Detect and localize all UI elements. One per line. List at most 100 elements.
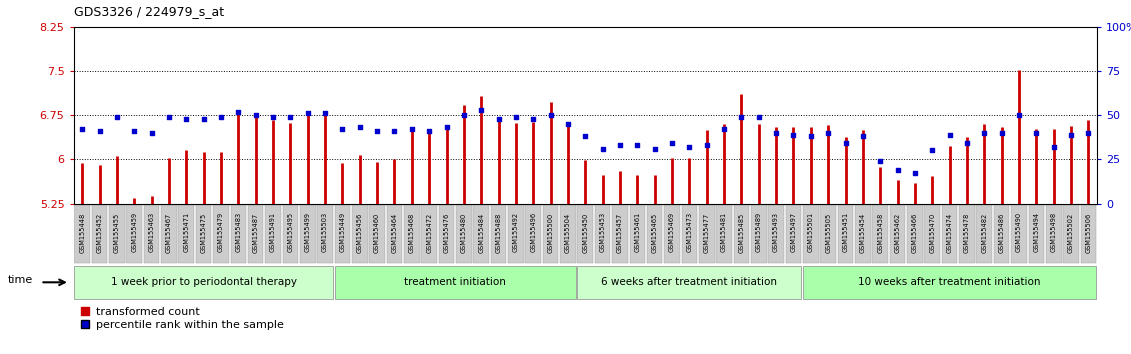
- Point: [420, 128, 438, 134]
- Text: GSM155455: GSM155455: [114, 212, 120, 252]
- FancyBboxPatch shape: [942, 205, 958, 263]
- Text: GSM155490: GSM155490: [1016, 212, 1022, 252]
- Point: [681, 144, 699, 150]
- Text: GSM155468: GSM155468: [408, 212, 415, 252]
- Point: [299, 110, 317, 116]
- Point: [889, 167, 907, 173]
- Text: GSM155476: GSM155476: [443, 212, 449, 252]
- Text: GSM155449: GSM155449: [339, 212, 345, 252]
- Text: GSM155492: GSM155492: [512, 212, 519, 252]
- Text: GSM155487: GSM155487: [252, 212, 259, 252]
- Point: [472, 107, 490, 113]
- Point: [923, 148, 941, 153]
- FancyBboxPatch shape: [560, 205, 576, 263]
- FancyBboxPatch shape: [1080, 205, 1096, 263]
- Point: [455, 112, 473, 118]
- Text: GSM155477: GSM155477: [703, 212, 710, 252]
- FancyBboxPatch shape: [404, 205, 420, 263]
- Point: [524, 116, 542, 121]
- Point: [211, 114, 230, 120]
- Point: [663, 141, 681, 146]
- FancyBboxPatch shape: [231, 205, 247, 263]
- Text: GSM155496: GSM155496: [530, 212, 536, 252]
- Text: GSM155458: GSM155458: [878, 212, 883, 252]
- FancyBboxPatch shape: [161, 205, 176, 263]
- Point: [698, 142, 716, 148]
- Text: GSM155473: GSM155473: [687, 212, 692, 252]
- FancyBboxPatch shape: [699, 205, 715, 263]
- Text: GSM155459: GSM155459: [131, 212, 137, 252]
- FancyBboxPatch shape: [508, 205, 524, 263]
- Text: GSM155453: GSM155453: [599, 212, 605, 252]
- Text: GSM155472: GSM155472: [426, 212, 432, 252]
- FancyBboxPatch shape: [75, 205, 90, 263]
- Point: [958, 141, 976, 146]
- Point: [74, 126, 92, 132]
- FancyBboxPatch shape: [92, 205, 107, 263]
- Text: GSM155461: GSM155461: [634, 212, 640, 252]
- FancyBboxPatch shape: [543, 205, 559, 263]
- Point: [159, 114, 178, 120]
- FancyBboxPatch shape: [456, 205, 472, 263]
- Text: GSM155493: GSM155493: [774, 212, 779, 252]
- Point: [559, 121, 577, 127]
- Text: GSM155460: GSM155460: [374, 212, 380, 252]
- FancyBboxPatch shape: [612, 205, 628, 263]
- FancyBboxPatch shape: [1063, 205, 1079, 263]
- Text: GSM155502: GSM155502: [1068, 212, 1074, 252]
- Point: [316, 110, 334, 116]
- Point: [576, 133, 595, 139]
- Text: GSM155480: GSM155480: [460, 212, 467, 252]
- FancyBboxPatch shape: [335, 266, 576, 299]
- Text: GSM155495: GSM155495: [287, 212, 293, 252]
- Text: GSM155467: GSM155467: [166, 212, 172, 252]
- Point: [854, 133, 872, 139]
- Text: GSM155505: GSM155505: [826, 212, 831, 252]
- Text: GSM155494: GSM155494: [1034, 212, 1039, 252]
- Text: GSM155451: GSM155451: [843, 212, 848, 252]
- Text: GSM155486: GSM155486: [999, 212, 1004, 252]
- Point: [264, 114, 282, 120]
- Text: GDS3326 / 224979_s_at: GDS3326 / 224979_s_at: [74, 5, 224, 18]
- FancyBboxPatch shape: [907, 205, 923, 263]
- Point: [837, 141, 855, 146]
- Point: [1045, 144, 1063, 150]
- FancyBboxPatch shape: [751, 205, 767, 263]
- FancyBboxPatch shape: [924, 205, 940, 263]
- FancyBboxPatch shape: [179, 205, 195, 263]
- Text: GSM155469: GSM155469: [670, 212, 675, 252]
- Point: [230, 109, 248, 114]
- FancyBboxPatch shape: [109, 205, 124, 263]
- FancyBboxPatch shape: [630, 205, 645, 263]
- Point: [247, 112, 265, 118]
- FancyBboxPatch shape: [318, 205, 333, 263]
- Text: GSM155448: GSM155448: [79, 212, 85, 252]
- Point: [941, 132, 959, 137]
- FancyBboxPatch shape: [578, 205, 593, 263]
- Point: [733, 114, 751, 120]
- Text: 1 week prior to periodontal therapy: 1 week prior to periodontal therapy: [111, 277, 296, 287]
- Text: GSM155465: GSM155465: [651, 212, 658, 252]
- FancyBboxPatch shape: [248, 205, 264, 263]
- FancyBboxPatch shape: [647, 205, 663, 263]
- FancyBboxPatch shape: [387, 205, 403, 263]
- Text: GSM155471: GSM155471: [183, 212, 189, 252]
- Point: [611, 142, 629, 148]
- Text: GSM155457: GSM155457: [618, 212, 623, 252]
- Point: [351, 125, 369, 130]
- Point: [629, 142, 647, 148]
- FancyBboxPatch shape: [1028, 205, 1044, 263]
- Point: [403, 126, 421, 132]
- Point: [107, 114, 126, 120]
- FancyBboxPatch shape: [265, 205, 280, 263]
- FancyBboxPatch shape: [370, 205, 385, 263]
- FancyBboxPatch shape: [526, 205, 541, 263]
- Point: [975, 130, 993, 136]
- Text: GSM155475: GSM155475: [200, 212, 207, 252]
- Point: [143, 130, 161, 136]
- Text: GSM155506: GSM155506: [1086, 212, 1091, 252]
- FancyBboxPatch shape: [803, 205, 819, 263]
- Text: GSM155500: GSM155500: [547, 212, 553, 252]
- Text: GSM155463: GSM155463: [148, 212, 155, 252]
- Text: 6 weeks after treatment initiation: 6 weeks after treatment initiation: [602, 277, 777, 287]
